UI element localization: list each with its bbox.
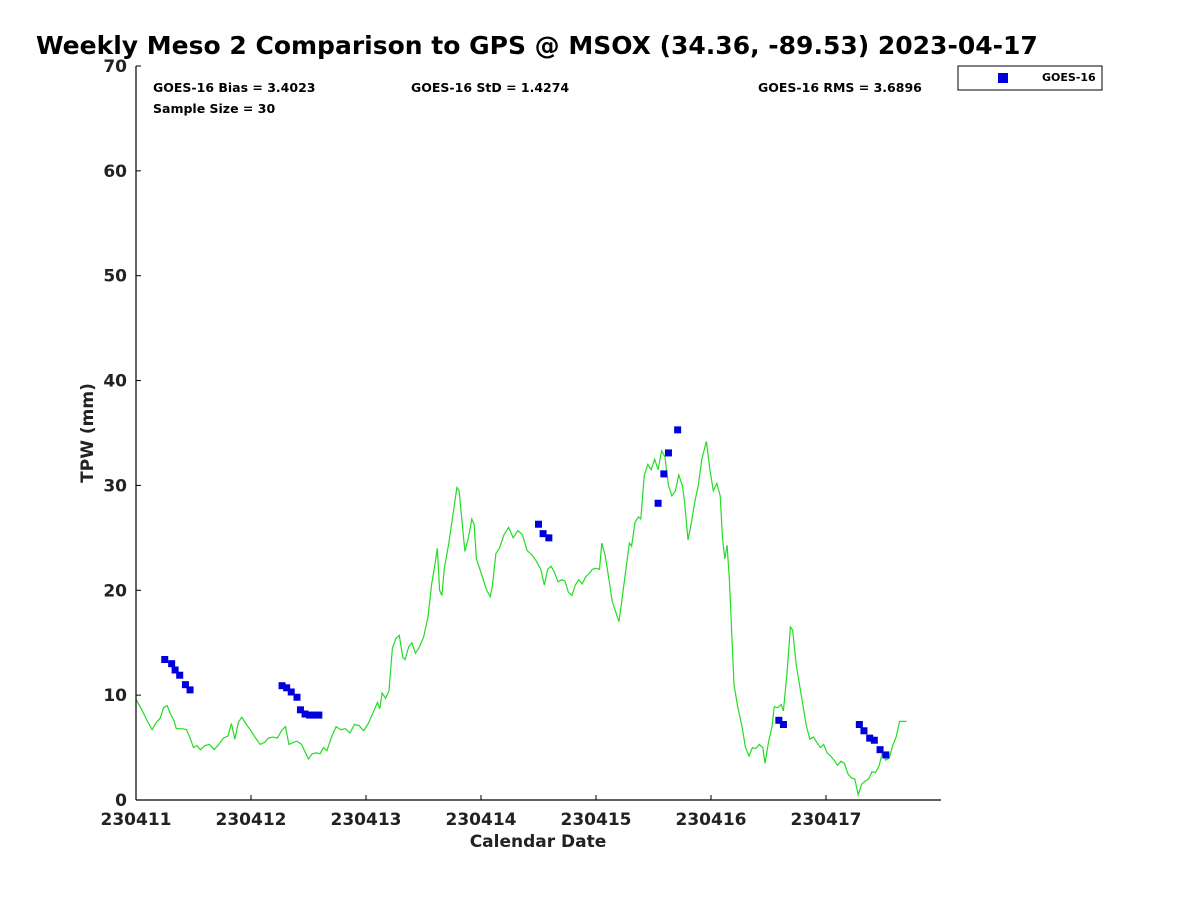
goes-point (860, 727, 868, 735)
y-tick-label: 70 (103, 57, 127, 77)
x-tick-label: 230416 (676, 810, 747, 830)
y-tick-label: 30 (103, 476, 127, 496)
goes-point (870, 736, 878, 744)
goes-series (161, 426, 890, 759)
x-tick-label: 230417 (791, 810, 862, 830)
gps-series (135, 441, 907, 798)
goes-point (876, 746, 884, 754)
goes-point (775, 716, 783, 724)
stat-rms: GOES-16 RMS = 3.6896 (758, 80, 922, 95)
plot-area: 0 10 20 30 40 50 60 70 230411 230412 230413 230414… (101, 57, 941, 830)
goes-point (535, 520, 542, 528)
goes-point (306, 711, 314, 719)
goes-point (545, 534, 553, 542)
x-tick-label: 230411 (101, 810, 172, 830)
goes-point (278, 682, 286, 690)
stat-sample-size: Sample Size = 30 (153, 101, 275, 116)
stat-bias: GOES-16 Bias = 3.4023 (153, 80, 315, 95)
x-tick-label: 230415 (561, 810, 632, 830)
goes-point (664, 449, 672, 457)
plot-background (136, 66, 941, 800)
gps-line (135, 441, 907, 798)
goes-point (296, 706, 304, 714)
y-tick-label: 50 (103, 267, 127, 287)
x-tick-label: 230413 (331, 810, 402, 830)
goes-point (866, 734, 874, 742)
y-tick-label: 10 (103, 686, 127, 706)
x-tick-label: 230412 (216, 810, 287, 830)
y-tick-label: 40 (103, 372, 127, 392)
chart-title: Weekly Meso 2 Comparison to GPS @ MSOX (… (36, 31, 1038, 60)
goes-point (539, 530, 547, 538)
legend-label-goes: GOES-16 (1042, 71, 1096, 84)
y-axis-label: TPW (mm) (78, 383, 98, 483)
x-axis-label: Calendar Date (470, 832, 607, 852)
goes-point (283, 684, 291, 692)
goes-point (181, 681, 189, 689)
goes-point (654, 499, 662, 507)
legend: GOES-16 (957, 65, 1103, 91)
goes-point (674, 426, 682, 434)
x-tick-label: 230414 (446, 810, 517, 830)
legend-box (957, 65, 1103, 91)
goes-point (171, 666, 179, 674)
y-tick-label: 60 (103, 162, 127, 182)
goes-point (186, 686, 194, 694)
stats-annotations: GOES-16 Bias = 3.4023 GOES-16 StD = 1.42… (153, 80, 922, 116)
y-tick-label: 20 (103, 581, 127, 601)
goes-point (168, 660, 176, 668)
stat-std: GOES-16 StD = 1.4274 (411, 80, 569, 95)
y-axis-ticks: 0 10 20 30 40 50 60 70 (103, 57, 141, 811)
goes-point (287, 688, 295, 696)
goes-point (176, 671, 184, 679)
goes-point (855, 721, 863, 729)
goes-point (293, 693, 301, 701)
goes-point (779, 721, 787, 729)
goes-point (660, 470, 668, 478)
x-axis-ticks: 230411 230412 230413 230414 230415 230416 2304… (101, 795, 862, 830)
goes-point (882, 751, 890, 759)
legend-marker-goes (998, 73, 1008, 83)
goes-point (301, 710, 309, 718)
goes-point (315, 711, 323, 719)
goes-point (310, 711, 318, 719)
y-tick-label: 0 (115, 791, 127, 811)
goes-point (161, 655, 169, 663)
